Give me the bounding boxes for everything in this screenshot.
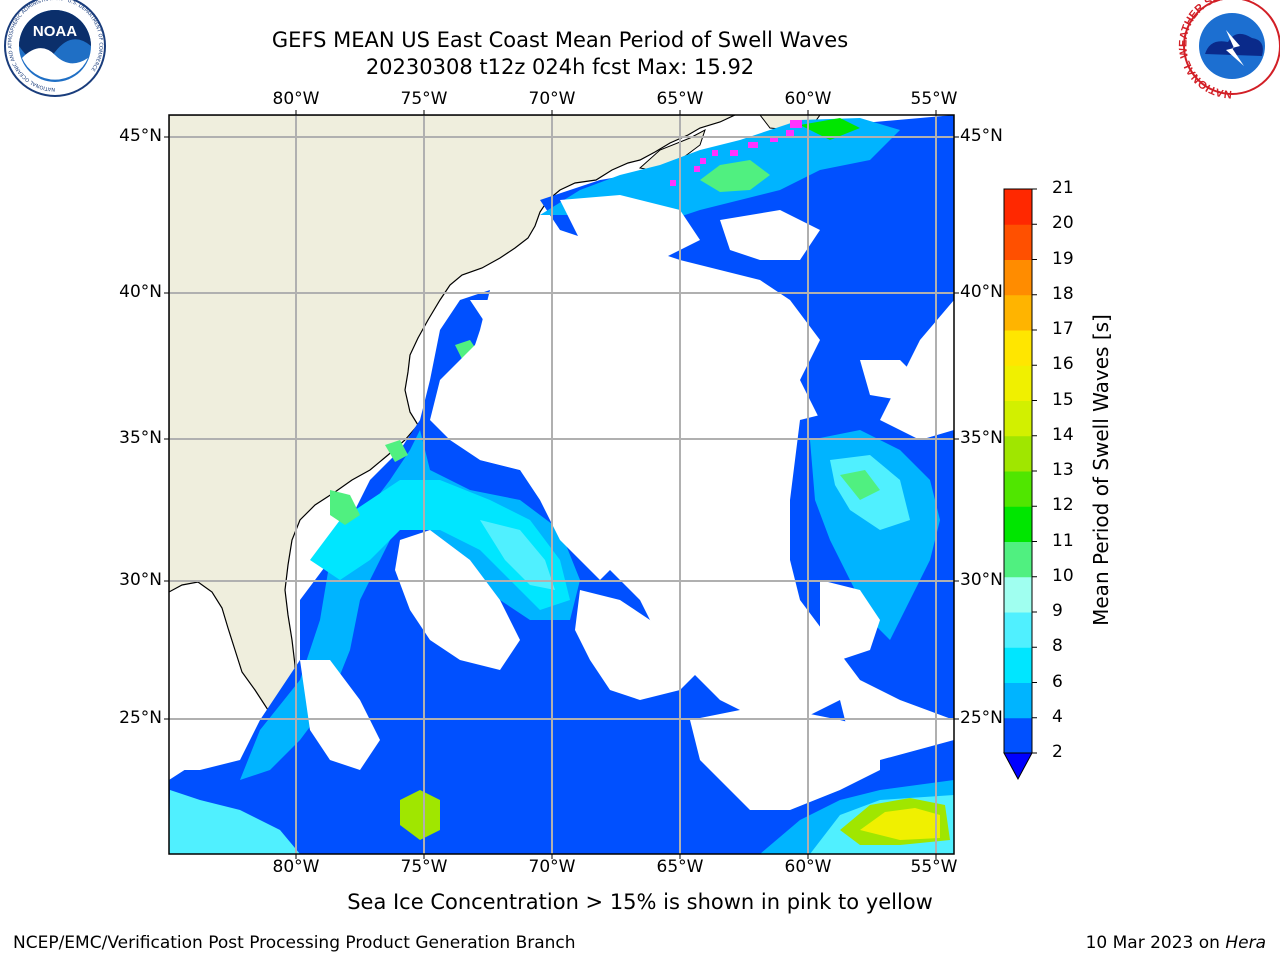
colorbar-segment bbox=[1004, 471, 1032, 507]
ice-note: Sea Ice Concentration > 15% is shown in … bbox=[347, 890, 933, 914]
tick-marks bbox=[164, 110, 959, 859]
colorbar-tick-label: 15 bbox=[1052, 389, 1074, 410]
lat-tick-35n-right: 35°N bbox=[960, 428, 1003, 448]
nws-logo: NATIONAL WEATHER SERVICE bbox=[1177, 0, 1280, 100]
lon-tick-80w-top: 80°W bbox=[272, 89, 320, 109]
colorbar-tick-label: 9 bbox=[1052, 601, 1063, 621]
lon-tick-65w-top: 65°W bbox=[656, 89, 704, 109]
colorbar-tick-label: 4 bbox=[1052, 706, 1063, 727]
field-region-east-hi bbox=[840, 470, 880, 500]
colorbar-tick-label: 20 bbox=[1052, 213, 1074, 234]
lon-tick-75w-top: 75°W bbox=[400, 89, 448, 109]
lat-tick-35n-left: 35°N bbox=[119, 428, 162, 448]
colorbar-tick-label: 2 bbox=[1052, 742, 1063, 762]
field-missing-west bbox=[395, 530, 520, 670]
colorbar-segment bbox=[1004, 435, 1032, 472]
lon-tick-70w-bottom: 70°W bbox=[528, 857, 576, 877]
lat-tick-25n-right: 25°N bbox=[960, 708, 1003, 728]
field-region-cuba-high bbox=[400, 790, 440, 840]
field-missing-central bbox=[430, 290, 800, 580]
field-region-gulf bbox=[169, 790, 300, 854]
colorbar-tick-label: 17 bbox=[1052, 319, 1074, 339]
sea-ice-pixels bbox=[670, 120, 802, 186]
colorbar-segment bbox=[1004, 541, 1032, 578]
colorbar-tick-label: 6 bbox=[1052, 671, 1063, 692]
chart-title: GEFS MEAN US East Coast Mean Period of S… bbox=[271, 28, 849, 52]
lat-tick-45n-right: 45°N bbox=[960, 126, 1003, 146]
footer-branch: NCEP/EMC/Verification Post Processing Pr… bbox=[13, 933, 576, 953]
field-region-band bbox=[310, 480, 570, 610]
map-area bbox=[169, 115, 954, 854]
colorbar-tick-label: 16 bbox=[1052, 354, 1074, 375]
field-missing-north2 bbox=[720, 210, 820, 260]
lon-tick-70w-top: 70°W bbox=[528, 89, 576, 109]
colorbar-tick-label: 18 bbox=[1052, 283, 1074, 304]
lon-tick-55w-top: 55°W bbox=[910, 89, 958, 109]
colorbar-tick-label: 13 bbox=[1052, 460, 1074, 480]
map-frame bbox=[168, 114, 955, 855]
footer-date-wrap: 10 Mar 2023 on Hera bbox=[1086, 933, 1266, 953]
field-region-north-peak bbox=[800, 118, 860, 140]
graticule bbox=[169, 115, 954, 854]
colorbar-segment bbox=[1004, 189, 1032, 225]
lat-tick-40n-right: 40°N bbox=[960, 282, 1003, 302]
colorbar-segment bbox=[1004, 576, 1032, 613]
footer-date: 10 Mar 2023 on bbox=[1085, 933, 1226, 953]
footer-host: Hera bbox=[1225, 933, 1266, 953]
noaa-logo: NOAA NATIONAL OCEANIC AND ATMOSPHERIC AD… bbox=[4, 0, 106, 97]
lat-tick-45n-left: 45°N bbox=[119, 126, 162, 146]
colorbar-segment bbox=[1004, 224, 1032, 260]
colorbar-tick-label: 21 bbox=[1052, 178, 1074, 198]
lon-tick-60w-bottom: 60°W bbox=[784, 857, 832, 877]
lat-tick-40n-left: 40°N bbox=[119, 282, 162, 302]
colorbar-segment bbox=[1004, 717, 1032, 754]
colorbar-segment bbox=[1004, 400, 1032, 437]
lat-tick-30n-right: 30°N bbox=[960, 570, 1003, 590]
colorbar-tick-label: 14 bbox=[1052, 424, 1074, 445]
colorbar-tick-label: 8 bbox=[1052, 636, 1063, 657]
field-missing-bahamas bbox=[300, 660, 380, 770]
colorbar-segment bbox=[1004, 506, 1032, 542]
colorbar-segment bbox=[1004, 259, 1032, 296]
colorbar-label: Mean Period of Swell Waves [s] bbox=[1089, 314, 1113, 626]
field-region-north-green bbox=[700, 160, 770, 192]
lon-tick-65w-bottom: 65°W bbox=[656, 857, 704, 877]
ice-note-wrapper: Sea Ice Concentration > 15% is shown in … bbox=[0, 890, 1280, 914]
land-north-america bbox=[169, 115, 736, 723]
chart-subtitle: 20230308 t12z 024h fcst Max: 15.92 bbox=[365, 55, 755, 79]
field-missing-ne bbox=[860, 360, 920, 400]
field-missing-south bbox=[575, 590, 700, 700]
colorbar-tick-label: 11 bbox=[1052, 530, 1074, 551]
colorbar-segment bbox=[1004, 682, 1032, 719]
lon-tick-60w-top: 60°W bbox=[784, 89, 832, 109]
colorbar-segment bbox=[1004, 294, 1032, 331]
field-missing-north bbox=[560, 195, 700, 260]
colorbar-tick-label: 10 bbox=[1052, 565, 1074, 586]
lon-tick-75w-bottom: 75°W bbox=[400, 857, 448, 877]
colorbar-segment bbox=[1004, 330, 1032, 366]
lon-tick-80w-bottom: 80°W bbox=[272, 857, 320, 877]
field-missing-east bbox=[820, 580, 880, 660]
colorbar-tick-label: 12 bbox=[1052, 495, 1074, 516]
lat-tick-25n-left: 25°N bbox=[119, 708, 162, 728]
swell-period-field bbox=[169, 115, 954, 854]
lon-tick-55w-bottom: 55°W bbox=[910, 857, 958, 877]
field-region-peak bbox=[480, 520, 555, 590]
colorbar-tick-label: 19 bbox=[1052, 248, 1074, 269]
colorbar bbox=[1003, 188, 1037, 781]
colorbar-segment bbox=[1004, 647, 1032, 683]
colorbar-segment bbox=[1004, 612, 1032, 648]
noaa-logo-text: NOAA bbox=[33, 23, 77, 40]
colorbar-extend-triangle bbox=[1003, 752, 1033, 781]
field-region-coast-green bbox=[330, 490, 360, 525]
field-missing-gulf bbox=[169, 680, 260, 770]
colorbar-segment bbox=[1004, 365, 1032, 401]
field-missing-se bbox=[690, 710, 880, 810]
lat-tick-30n-left: 30°N bbox=[119, 570, 162, 590]
field-region-se-peak bbox=[860, 808, 940, 840]
field-region-sc-green bbox=[385, 440, 408, 462]
